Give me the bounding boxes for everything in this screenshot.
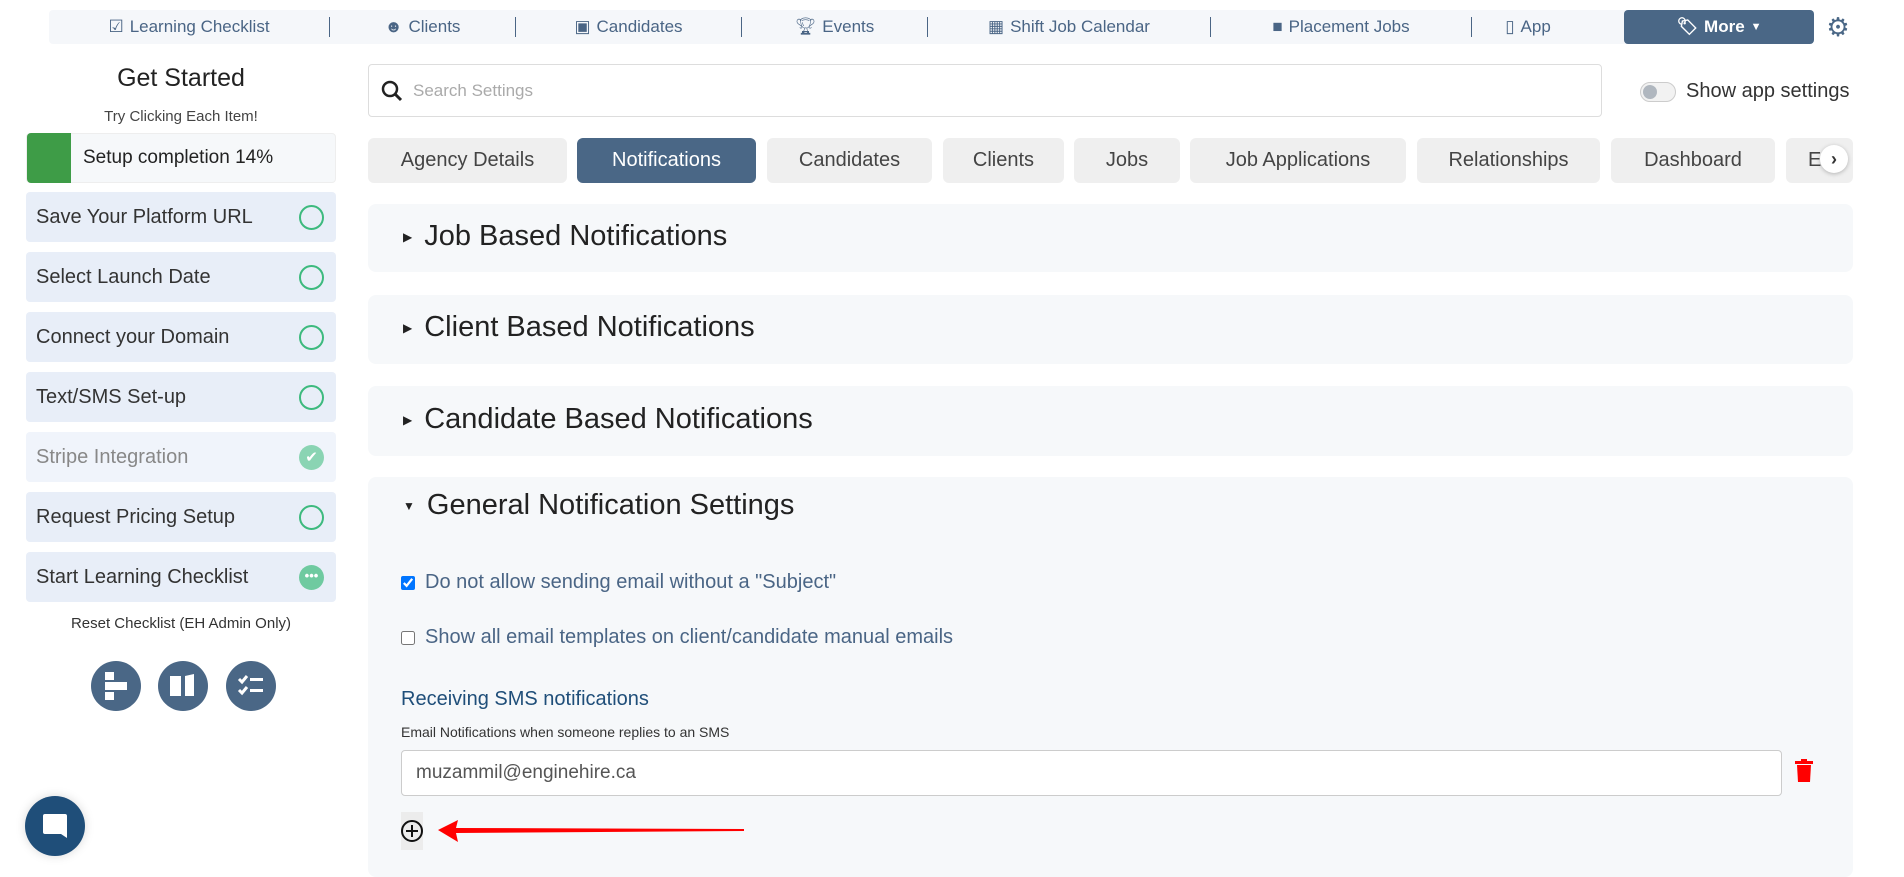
- tabs-scroll-right-icon[interactable]: ›: [1820, 145, 1848, 173]
- tab-jobs[interactable]: Jobs: [1074, 138, 1180, 183]
- red-arrow-annotation: [438, 820, 744, 842]
- calendar-icon: ▦: [988, 17, 1005, 36]
- nav-clients[interactable]: ☻ Clients: [384, 17, 461, 36]
- reset-checklist-link[interactable]: Reset Checklist (EH Admin Only): [70, 615, 292, 632]
- ellipsis-circle-icon: •••: [299, 564, 324, 590]
- show-app-settings-toggle[interactable]: Show app settings: [1640, 80, 1849, 103]
- chat-icon: [43, 814, 67, 838]
- sitemap-icon[interactable]: [91, 661, 141, 711]
- caret-down-icon: ▼: [1750, 21, 1762, 33]
- caret-down-icon: ▼: [403, 498, 415, 513]
- nav-divider: [1471, 17, 1472, 37]
- checklist-item-launch-date[interactable]: Select Launch Date: [26, 252, 336, 302]
- tab-dashboard[interactable]: Dashboard: [1611, 138, 1775, 183]
- toggle-switch[interactable]: [1640, 81, 1676, 102]
- chat-button[interactable]: [25, 796, 85, 856]
- progress-fill: [27, 133, 71, 183]
- panel-job-based-notifications[interactable]: ▶ Job Based Notifications: [368, 204, 1853, 272]
- caret-right-icon: ▶: [403, 320, 413, 335]
- nav-placement-jobs[interactable]: ■ Placement Jobs: [1272, 17, 1410, 36]
- search-settings: [368, 64, 1602, 117]
- circle-icon: [299, 384, 324, 410]
- tab-job-applications[interactable]: Job Applications: [1190, 138, 1406, 183]
- nav-divider: [741, 17, 742, 37]
- checklist-icon: ☑: [108, 17, 124, 36]
- show-all-templates-checkbox[interactable]: [401, 630, 415, 645]
- sms-section-heading: Receiving SMS notifications: [401, 688, 649, 710]
- checklist-item-domain[interactable]: Connect your Domain: [26, 312, 336, 362]
- panel-header[interactable]: ▼ General Notification Settings: [403, 489, 795, 521]
- trophy-icon: 🏆︎: [794, 17, 817, 36]
- nav-divider: [329, 17, 330, 37]
- sms-help-text: Email Notifications when someone replies…: [401, 724, 730, 740]
- search-icon: [381, 80, 403, 101]
- panel-client-based-notifications[interactable]: ▶ Client Based Notifications: [368, 295, 1853, 364]
- checklist-item-platform-url[interactable]: Save Your Platform URL: [26, 192, 336, 242]
- circle-icon: [299, 264, 324, 290]
- checklist-item-stripe[interactable]: Stripe Integration ✔: [26, 432, 336, 482]
- tab-relationships[interactable]: Relationships: [1417, 138, 1600, 183]
- checklist-item-sms[interactable]: Text/SMS Set-up: [26, 372, 336, 422]
- tag-icon: 🏷︎: [1676, 17, 1699, 36]
- checklist-item-pricing[interactable]: Request Pricing Setup: [26, 492, 336, 542]
- tab-notifications[interactable]: Notifications: [577, 138, 756, 183]
- nav-events[interactable]: 🏆︎ Events: [794, 17, 875, 36]
- caret-right-icon: ▶: [403, 412, 413, 427]
- gear-icon[interactable]: ⚙: [1826, 12, 1850, 42]
- checklist-item-learning[interactable]: Start Learning Checklist •••: [26, 552, 336, 602]
- setup-progress: Setup completion 14%: [26, 133, 336, 183]
- badge-icon: ▣: [574, 17, 591, 36]
- nav-learning-checklist[interactable]: ☑ Learning Checklist: [108, 17, 270, 36]
- nav-divider: [1210, 17, 1211, 37]
- sidebar-subtitle: Try Clicking Each Item!: [104, 108, 258, 125]
- trash-icon[interactable]: [1794, 759, 1814, 783]
- circle-icon: [299, 204, 324, 230]
- plus-circle-icon: [401, 820, 423, 842]
- mobile-icon: ▯: [1505, 17, 1515, 36]
- tab-clients[interactable]: Clients: [943, 138, 1064, 183]
- progress-label: Setup completion 14%: [83, 147, 274, 168]
- more-button[interactable]: 🏷︎ More ▼: [1624, 10, 1814, 44]
- circle-icon: [299, 504, 324, 530]
- nav-app[interactable]: ▯ App: [1505, 17, 1551, 36]
- tab-candidates[interactable]: Candidates: [767, 138, 932, 183]
- briefcase-icon: ■: [1272, 17, 1283, 36]
- top-nav: ☑ Learning Checklist ☻ Clients ▣ Candidates…: [49, 10, 1812, 44]
- sms-email-input[interactable]: [401, 750, 1782, 796]
- subject-required-option[interactable]: Do not allow sending email without a "Su…: [401, 571, 836, 594]
- nav-divider: [515, 17, 516, 37]
- search-input[interactable]: [413, 80, 1601, 101]
- sidebar-title: Get Started: [117, 64, 245, 92]
- panel-candidate-based-notifications[interactable]: ▶ Candidate Based Notifications: [368, 386, 1853, 456]
- tab-agency-details[interactable]: Agency Details: [368, 138, 567, 183]
- nav-shift-job-calendar[interactable]: ▦ Shift Job Calendar: [988, 17, 1150, 36]
- panel-general-notification-settings: ▼ General Notification Settings Do not al…: [368, 477, 1853, 877]
- nav-divider: [927, 17, 928, 37]
- nav-candidates[interactable]: ▣ Candidates: [574, 17, 683, 36]
- show-all-templates-option[interactable]: Show all email templates on client/candi…: [401, 626, 953, 649]
- circle-icon: [299, 324, 324, 350]
- add-email-button[interactable]: [401, 812, 423, 850]
- clients-icon: ☻: [384, 17, 403, 36]
- tasks-icon[interactable]: [226, 661, 276, 711]
- book-icon[interactable]: [158, 661, 208, 711]
- subject-required-checkbox[interactable]: [401, 575, 415, 590]
- check-circle-icon: ✔: [299, 444, 324, 470]
- caret-right-icon: ▶: [403, 229, 413, 244]
